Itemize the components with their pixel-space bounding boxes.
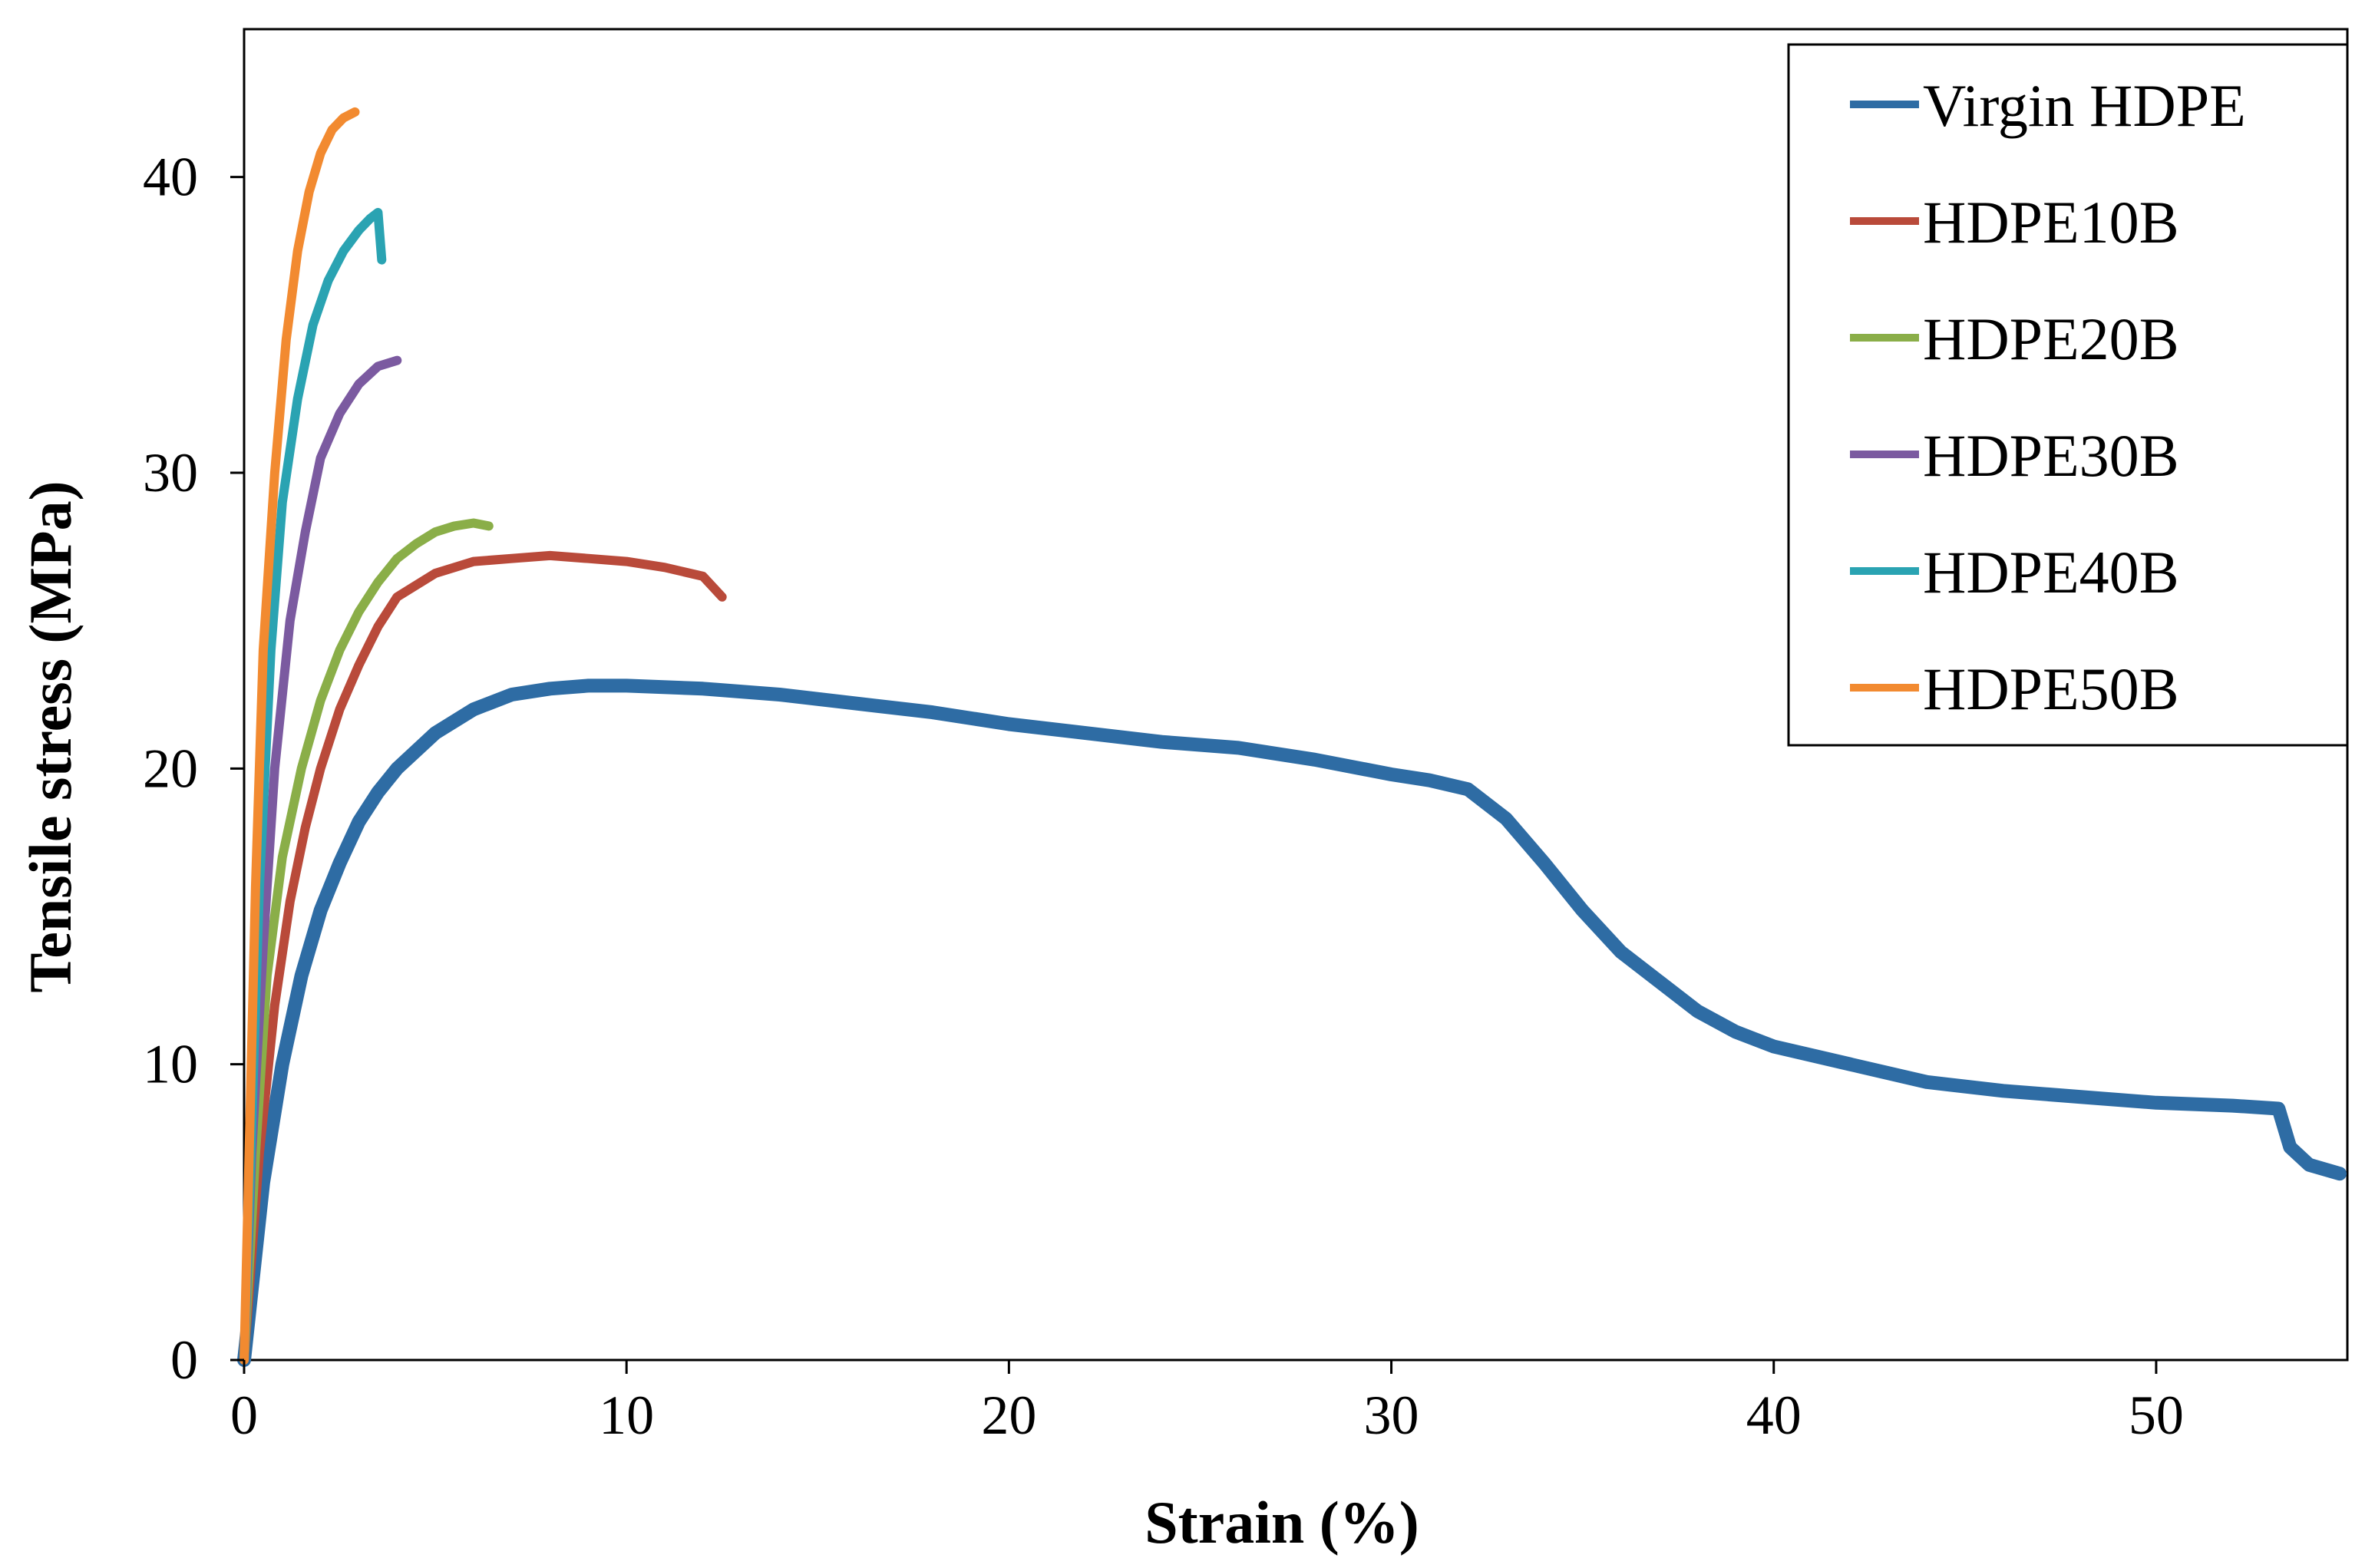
legend: Virgin HDPE HDPE10B HDPE20B HDPE30B HDPE40B H… <box>1787 43 2349 747</box>
legend-label: HDPE30B <box>1923 422 2179 489</box>
y-tick-label: 30 <box>143 442 198 503</box>
y-tick-label: 20 <box>143 738 198 799</box>
series-line-hdpe10b <box>239 550 727 1365</box>
legend-label: HDPE50B <box>1923 655 2179 722</box>
y-tick-label: 0 <box>170 1329 198 1391</box>
series-line-hdpe20b <box>239 518 494 1365</box>
x-tick-label: 10 <box>599 1385 654 1446</box>
x-axis-ticks: 0 10 20 30 40 50 <box>230 1360 2184 1446</box>
x-tick-label: 20 <box>981 1385 1036 1446</box>
legend-label: Virgin HDPE <box>1923 72 2246 139</box>
legend-label: HDPE40B <box>1923 539 2179 606</box>
legend-frame <box>1787 43 2349 747</box>
y-axis-title: Tensile stress (MPa) <box>17 480 84 992</box>
x-tick-label: 40 <box>1746 1385 1802 1446</box>
x-tick-label: 50 <box>2129 1385 2184 1446</box>
legend-label: HDPE10B <box>1923 189 2179 256</box>
series-line-hdpe50b <box>239 107 360 1365</box>
x-tick-label: 30 <box>1364 1385 1419 1446</box>
x-axis-title: Strain (%) <box>1145 1489 1419 1556</box>
y-tick-label: 40 <box>143 147 198 208</box>
series-layer <box>237 107 2347 1367</box>
x-tick-label: 0 <box>230 1385 258 1446</box>
y-axis-ticks: 0 10 20 30 40 <box>143 147 244 1391</box>
series-line-virgin-hdpe <box>237 678 2347 1367</box>
legend-label: HDPE20B <box>1923 305 2179 372</box>
y-tick-label: 10 <box>143 1034 198 1095</box>
